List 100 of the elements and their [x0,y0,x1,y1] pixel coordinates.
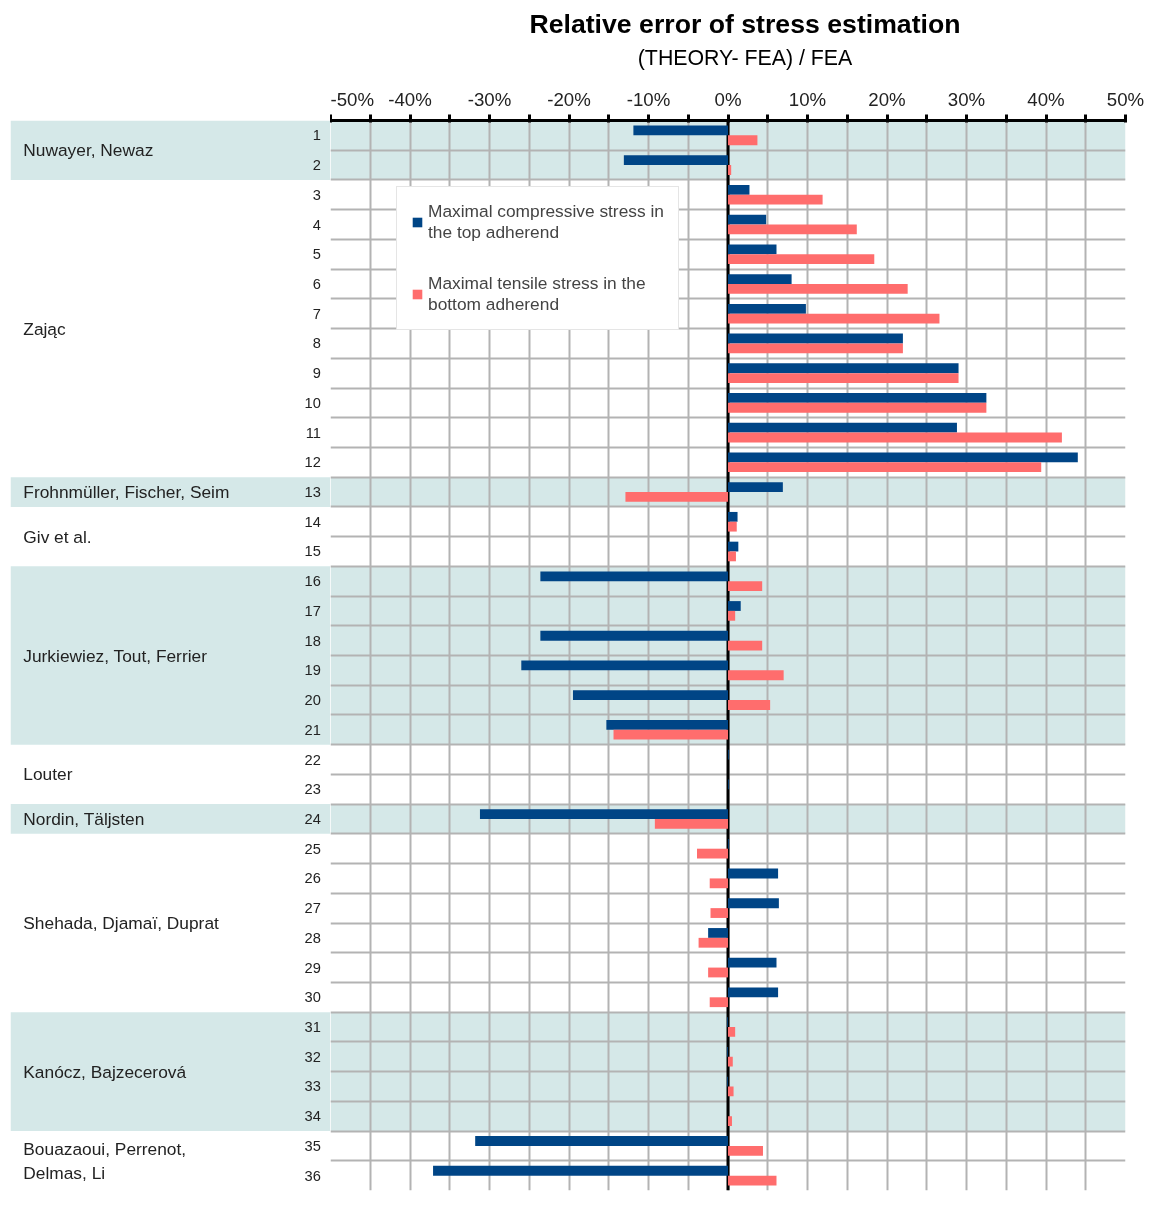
bar [696,848,728,859]
text: Nordin, Täljsten [23,808,145,829]
bar [654,818,728,829]
legend-label: Maximal compressive stress in the top adherend [428,201,664,243]
legend-label: Maximal tensile stress in the bottom adherend [428,273,646,315]
chart-subtitle: (THEORY- FEA) / FEA [636,45,854,73]
y-tick-label: 32 [304,1048,321,1065]
y-tick-label: 26 [304,870,321,887]
y-tick-label: 29 [304,959,321,976]
bar [728,185,750,195]
y-tick-label: 28 [304,929,321,946]
bar [623,155,728,166]
bar [728,521,737,532]
x-tick-label: 10% [788,88,827,110]
y-tick-label: 10 [304,394,321,411]
text: Louter [23,764,73,785]
y-tick-label: 35 [304,1137,321,1154]
bar [728,303,806,314]
bar [728,1086,734,1097]
bar [728,987,779,998]
bar [728,551,736,562]
text: Giv et al. [23,526,92,547]
x-tick-label: -40% [388,88,432,110]
bar [708,928,728,938]
y-tick-label: 4 [312,216,321,233]
bar [728,422,957,433]
bar [728,224,857,235]
y-tick-label: 17 [304,602,321,619]
bar [728,462,1042,473]
y-tick-label: 12 [304,454,321,471]
bar [728,165,732,175]
x-tick-label: 50% [1106,88,1145,110]
y-tick-label: 19 [304,662,321,679]
y-tick-label: 18 [304,632,321,649]
bar [728,402,987,413]
y-tick-label: 30 [304,989,321,1006]
y-tick-label: 16 [304,573,321,590]
bar [540,571,728,582]
bar [433,1165,728,1176]
y-tick-label: 21 [304,721,321,738]
bar [572,690,728,701]
y-tick-label: 33 [304,1078,321,1095]
bar [728,1027,736,1037]
bar [521,660,728,671]
bar [728,343,903,354]
x-tick-label: 0% [714,88,742,110]
bar [728,670,784,681]
chart-title: Relative error of stress estimation [528,8,962,41]
x-tick-label: -20% [547,88,591,110]
y-tick-label: 22 [304,751,321,768]
y-tick-label: 27 [304,900,321,917]
bar [613,729,728,740]
bar [728,1056,733,1067]
y-tick-label: 36 [304,1167,321,1184]
x-tick-label: 40% [1027,88,1065,110]
y-tick-label: 14 [304,513,321,530]
text: Frohnmüller, Fischer, Seim [23,482,230,503]
y-tick-label: 20 [304,692,321,709]
bar [728,898,779,909]
y-tick-label: 31 [304,1019,321,1036]
y-tick-label: 2 [312,157,321,174]
y-tick-label: 24 [304,810,321,827]
bar [728,333,903,344]
bar [728,363,959,374]
bar [728,482,783,493]
bar [633,125,728,136]
bar [728,274,792,284]
y-tick-label: 7 [312,305,321,322]
bar [728,452,1078,463]
text: Zając [23,318,67,339]
x-tick-label: -50% [330,88,375,110]
bar [475,1136,728,1146]
bar [728,432,1062,443]
y-tick-label: 23 [304,781,321,798]
bar [728,957,777,968]
text: Kanócz, Bajzecerová [23,1061,187,1082]
text: Jurkiewiez, Tout, Ferrier [23,645,208,666]
bar [479,809,728,819]
y-tick-label: 13 [304,484,321,501]
bar [728,244,777,255]
x-tick-label: 20% [868,88,906,110]
y-tick-label: 5 [312,246,321,263]
bar [540,630,728,641]
bar [728,1116,732,1126]
bar [728,640,763,651]
bar [708,967,728,978]
bar [728,700,771,710]
bar [728,373,959,383]
text: Nuwayer, Newaz [23,140,154,161]
bar [728,868,779,879]
bar [728,283,908,294]
bar [728,581,763,591]
bar [728,194,823,205]
bar [698,937,728,948]
bar [728,610,736,621]
y-tick-label: 6 [312,275,321,292]
y-tick-label: 8 [312,335,321,352]
bar [728,393,987,403]
y-tick-label: 15 [304,543,321,560]
x-tick-label: -30% [467,88,512,110]
